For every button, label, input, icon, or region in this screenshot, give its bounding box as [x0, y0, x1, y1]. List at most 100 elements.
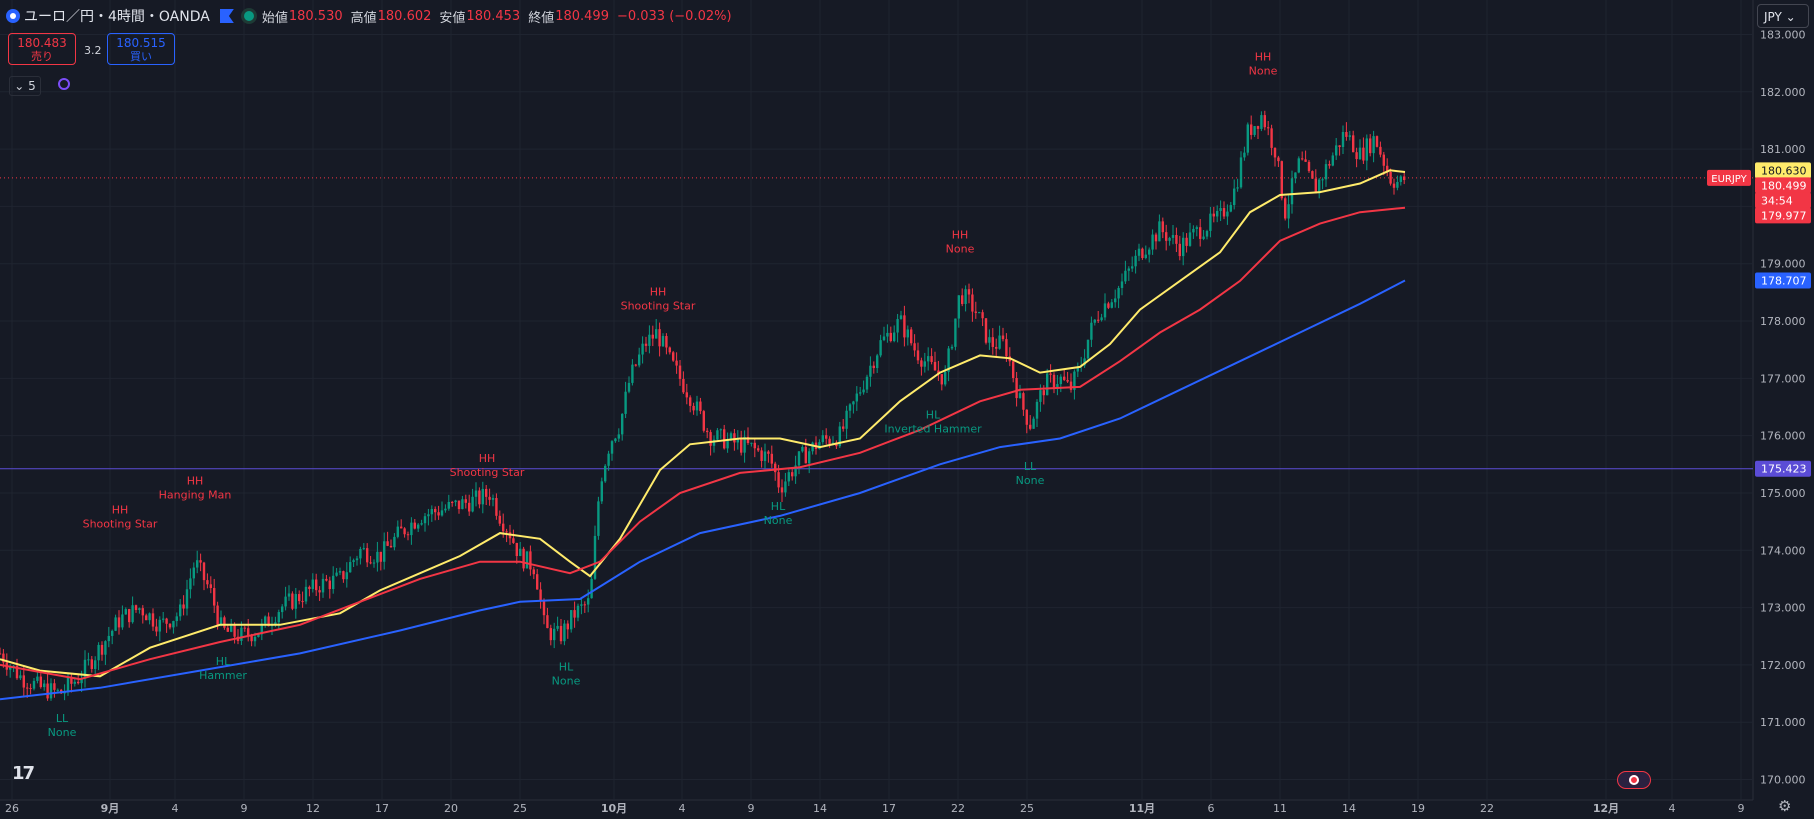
- candle-body: [114, 617, 117, 631]
- swing-label: HH: [112, 503, 129, 516]
- swing-label: LL: [56, 712, 69, 725]
- candle-body: [729, 433, 733, 440]
- candle-body: [536, 574, 539, 590]
- candle-body: [1358, 147, 1362, 160]
- candle-body: [1158, 221, 1161, 242]
- candle-body: [406, 534, 410, 536]
- pattern-label: None: [946, 242, 975, 255]
- buy-button[interactable]: 180.515 買い: [107, 33, 175, 65]
- candle-body: [889, 332, 892, 342]
- goto-realtime-icon[interactable]: [1617, 771, 1651, 789]
- y-tick-label: 177.000: [1760, 372, 1806, 385]
- candle-body: [927, 356, 930, 362]
- low-label: 安値: [439, 10, 466, 26]
- sell-button[interactable]: 180.483 売り: [8, 33, 76, 65]
- candle-body: [971, 294, 974, 312]
- change-value: −0.033 (−0.02%): [616, 8, 732, 24]
- tradingview-logo-icon[interactable]: 17: [12, 763, 35, 784]
- candle-body: [648, 334, 651, 346]
- candle-body: [981, 312, 984, 319]
- price-label-box: [1755, 207, 1811, 224]
- candle-body: [437, 512, 440, 516]
- x-tick-label: 14: [813, 802, 827, 815]
- candle-body: [651, 334, 654, 339]
- candle-body: [80, 678, 83, 684]
- candle-body: [478, 490, 481, 505]
- candle-body: [1226, 211, 1229, 217]
- candle-body: [930, 356, 933, 362]
- candle-body: [124, 609, 127, 615]
- candle-body: [366, 548, 369, 563]
- chart-legend: ユーロ／円・4時間・OANDA 始値 180.530 高値 180.602 安値 18…: [6, 4, 732, 28]
- candle-body: [332, 575, 335, 590]
- x-tick-label: 10月: [601, 802, 627, 815]
- candle-body: [111, 630, 114, 636]
- candle-body: [627, 382, 631, 392]
- candle-body: [760, 450, 763, 461]
- candle-body: [66, 677, 70, 692]
- candle-body: [1243, 152, 1246, 158]
- candle-body: [192, 567, 195, 579]
- candle-body: [77, 681, 80, 684]
- candle-body: [1386, 165, 1389, 172]
- candle-body: [757, 448, 760, 451]
- candle-body: [801, 446, 804, 452]
- candle-body: [899, 315, 903, 320]
- candle-body: [260, 623, 263, 635]
- candle-body: [1229, 205, 1232, 212]
- moving-average-line: [0, 169, 1406, 678]
- candle-body: [1165, 232, 1168, 241]
- swing-label: HH: [187, 475, 204, 488]
- candle-body: [1280, 161, 1283, 199]
- candle-body: [376, 551, 379, 563]
- x-tick-label: 22: [951, 802, 965, 815]
- candle-body: [1168, 237, 1171, 241]
- candle-body: [655, 329, 658, 339]
- candle-body: [145, 615, 148, 621]
- candle-body: [1103, 303, 1107, 318]
- candle-body: [1246, 124, 1249, 153]
- symbol-title[interactable]: ユーロ／円・4時間・OANDA: [24, 9, 210, 25]
- candle-body: [1403, 176, 1406, 180]
- pattern-label: Shooting Star: [450, 466, 525, 479]
- y-tick-label: 176.000: [1760, 430, 1806, 443]
- candle-body: [121, 614, 124, 628]
- candle-body: [859, 392, 862, 394]
- candle-body: [19, 675, 22, 679]
- candle-body: [774, 463, 777, 473]
- candle-body: [865, 376, 869, 390]
- swing-label: LL: [1024, 460, 1037, 473]
- moving-average-line: [0, 279, 1406, 701]
- candle-body: [770, 453, 773, 464]
- currency-select[interactable]: JPY ⌄: [1757, 4, 1809, 28]
- x-tick-label: 9: [748, 802, 755, 815]
- candle-body: [196, 560, 199, 568]
- y-tick-label: 175.000: [1760, 487, 1806, 500]
- candle-body: [1001, 335, 1005, 340]
- y-tick-label: 170.000: [1760, 774, 1806, 787]
- candle-body: [389, 545, 393, 548]
- candle-body: [213, 588, 216, 606]
- candle-body: [396, 526, 399, 537]
- market-status-icon[interactable]: [243, 11, 254, 21]
- y-tick-label: 174.000: [1760, 544, 1806, 557]
- candle-body: [1097, 319, 1100, 321]
- y-tick-label: 172.000: [1760, 659, 1806, 672]
- candle-body: [447, 502, 450, 509]
- candle-body: [1399, 176, 1402, 182]
- price-label: 180.499: [1761, 179, 1807, 192]
- candle-body: [559, 625, 563, 642]
- flag-icon[interactable]: [219, 9, 234, 23]
- gear-icon[interactable]: ⚙: [1778, 797, 1792, 815]
- indicator-collapse-button[interactable]: ⌄ 5: [9, 76, 41, 96]
- candle-body: [468, 502, 471, 512]
- pattern-label: Hammer: [199, 669, 247, 682]
- candle-body: [1304, 159, 1307, 162]
- candle-body: [250, 635, 253, 642]
- candle-body: [1328, 164, 1331, 166]
- candle-body: [1389, 171, 1392, 184]
- candle-body: [515, 542, 518, 557]
- candle-body: [852, 401, 855, 405]
- candle-body: [954, 318, 957, 347]
